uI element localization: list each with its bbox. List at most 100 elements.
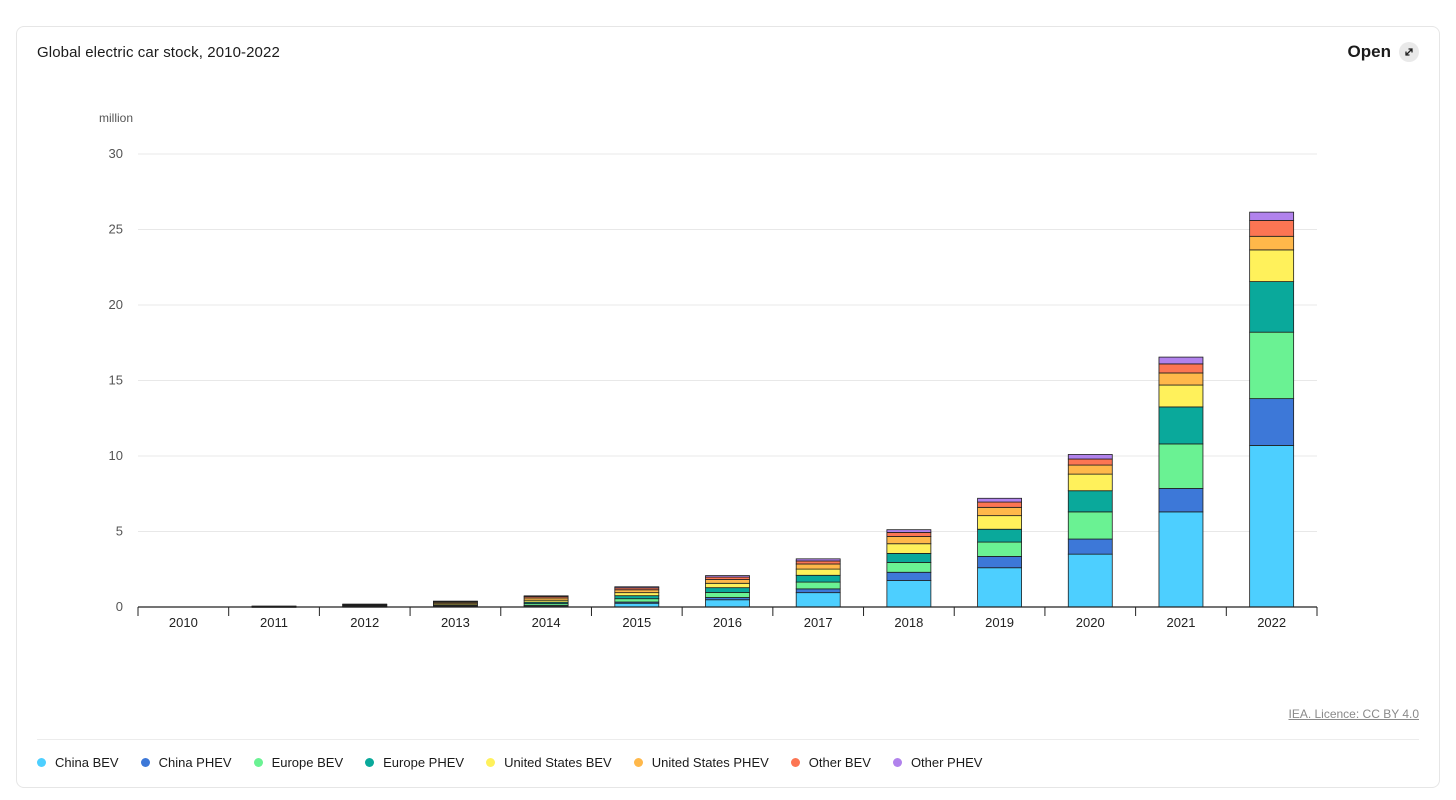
chart-card: Global electric car stock, 2010-2022 Ope… <box>16 26 1440 788</box>
bar-segment <box>1249 211 1295 221</box>
y-axis-unit-label: million <box>99 111 133 125</box>
y-tick-label: 0 <box>116 599 123 614</box>
bar-segment <box>977 567 1022 608</box>
bar-segment <box>1158 511 1204 608</box>
bar-segment <box>1067 464 1113 475</box>
bar-segment <box>795 560 841 565</box>
legend-swatch <box>37 758 46 767</box>
x-tick-label: 2016 <box>713 615 742 630</box>
x-tick-label: 2019 <box>985 615 1014 630</box>
bar-segment <box>1249 331 1295 400</box>
legend-item[interactable]: United States PHEV <box>633 755 769 770</box>
bar-segment <box>523 595 569 597</box>
bar-segment <box>614 595 660 600</box>
bar-segment <box>795 558 841 562</box>
bar-segment <box>705 575 750 578</box>
bar-segment <box>795 581 841 590</box>
x-tick-label: 2021 <box>1167 615 1196 630</box>
bar-segment <box>614 586 660 589</box>
bar-segment <box>1067 454 1113 460</box>
bar-segment <box>977 501 1022 508</box>
bar-segment <box>705 587 750 593</box>
legend-swatch <box>140 758 150 767</box>
legend-item[interactable]: China BEV <box>37 755 119 770</box>
y-tick-label: 25 <box>109 222 123 237</box>
x-tick-label: 2017 <box>804 615 833 630</box>
bar-segment <box>614 589 660 594</box>
licence-link[interactable]: IEA. Licence: CC BY 4.0 <box>1288 707 1419 721</box>
bar-segment <box>705 599 750 608</box>
bar-segment <box>886 543 932 554</box>
legend-item[interactable]: China PHEV <box>140 755 232 770</box>
bar-segment <box>795 592 841 608</box>
bar-segment <box>977 528 1022 543</box>
bar-segment <box>886 562 932 573</box>
x-tick-label: 2010 <box>169 615 198 630</box>
bar-segment <box>977 515 1022 530</box>
open-button[interactable]: Open <box>1348 42 1419 62</box>
x-tick-label: 2015 <box>622 615 651 630</box>
bar-segment <box>1158 443 1204 489</box>
legend-swatch <box>892 758 902 767</box>
bar-segment <box>886 580 932 608</box>
bar-segment <box>705 582 750 589</box>
y-tick-label: 15 <box>109 373 123 388</box>
y-tick-label: 20 <box>109 297 123 312</box>
bar-segment <box>614 592 660 597</box>
x-tick-label: 2020 <box>1076 615 1105 630</box>
legend-item[interactable]: Europe BEV <box>253 755 344 770</box>
bar-segment <box>1158 406 1204 445</box>
legend-label: Other BEV <box>808 755 871 770</box>
bar-segment <box>1249 281 1295 333</box>
legend-item[interactable]: Other PHEV <box>892 755 983 770</box>
bar-segment <box>1249 398 1295 446</box>
bar-segment <box>342 603 388 606</box>
bar-segment <box>1158 384 1204 408</box>
chart-title: Global electric car stock, 2010-2022 <box>37 44 280 61</box>
bar-segment <box>795 588 841 594</box>
bar-segment <box>1249 249 1295 282</box>
x-tick-label: 2013 <box>441 615 470 630</box>
legend-swatch <box>486 758 496 767</box>
bar-segment <box>977 556 1022 569</box>
bar-segment <box>1067 511 1113 540</box>
legend-label: United States BEV <box>504 755 612 770</box>
x-tick-label: 2012 <box>350 615 379 630</box>
legend-item[interactable]: Europe PHEV <box>365 755 464 770</box>
legend-swatch <box>633 758 643 767</box>
bar-segment <box>886 552 932 563</box>
bar-segment <box>977 541 1022 557</box>
x-tick-label: 2022 <box>1257 615 1286 630</box>
bar-segment <box>705 592 750 598</box>
bar-segment <box>1249 235 1295 251</box>
bar-segment <box>1158 356 1204 365</box>
legend-item[interactable]: Other BEV <box>790 755 871 770</box>
bar-segment <box>977 506 1022 517</box>
bar-segment <box>886 532 932 537</box>
bar-segment <box>1067 473 1113 492</box>
x-tick-label: 2018 <box>894 615 923 630</box>
bar-segment <box>433 600 478 603</box>
bar-segment <box>795 563 841 570</box>
stacked-bar-chart: million 0 5 10 15 20 25 30 2010 2011 2012 2013 2014 2… <box>99 111 1318 630</box>
bar-segment <box>1067 458 1113 466</box>
bar-segment <box>977 497 1022 503</box>
legend-label: Other PHEV <box>910 755 983 770</box>
open-label: Open <box>1347 42 1391 61</box>
bar-segment <box>614 598 660 603</box>
bar-segment <box>1158 488 1204 513</box>
bar-segment <box>1067 553 1113 608</box>
bar-segment <box>1158 363 1204 374</box>
legend-item[interactable]: United States BEV <box>486 755 612 770</box>
legend-label: China PHEV <box>158 755 232 770</box>
legend-swatch <box>365 758 375 767</box>
bar-segment <box>1158 372 1204 386</box>
y-tick-label: 5 <box>116 524 123 539</box>
legend-label: Europe BEV <box>271 755 344 770</box>
bar-segment <box>705 579 750 584</box>
x-tick-label: 2014 <box>532 615 561 630</box>
chart-legend: China BEV China PHEV Europe BEV Europe PHEV… <box>37 755 982 770</box>
y-tick-label: 30 <box>109 146 123 161</box>
y-tick-label: 10 <box>109 448 123 463</box>
bar-segment <box>1249 220 1295 237</box>
